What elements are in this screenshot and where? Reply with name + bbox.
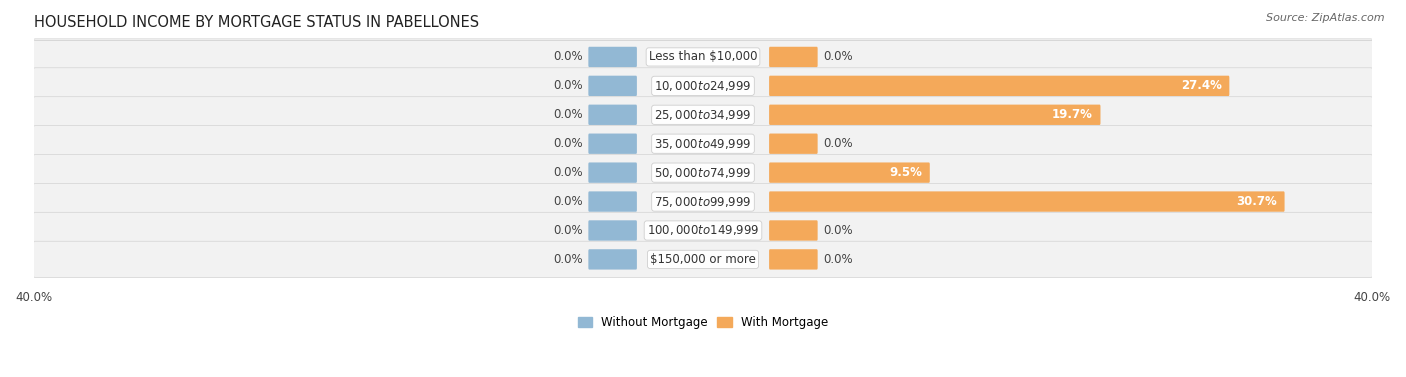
Text: $150,000 or more: $150,000 or more: [650, 253, 756, 266]
FancyBboxPatch shape: [769, 162, 929, 183]
FancyBboxPatch shape: [32, 126, 1374, 162]
Text: 0.0%: 0.0%: [553, 195, 582, 208]
FancyBboxPatch shape: [32, 39, 1374, 75]
Text: 0.0%: 0.0%: [824, 224, 853, 237]
Text: 0.0%: 0.0%: [553, 137, 582, 150]
Text: $35,000 to $49,999: $35,000 to $49,999: [654, 137, 752, 151]
Text: 0.0%: 0.0%: [824, 51, 853, 63]
Legend: Without Mortgage, With Mortgage: Without Mortgage, With Mortgage: [574, 311, 832, 334]
FancyBboxPatch shape: [588, 76, 637, 96]
FancyBboxPatch shape: [588, 133, 637, 154]
FancyBboxPatch shape: [769, 104, 1101, 125]
Text: $25,000 to $34,999: $25,000 to $34,999: [654, 108, 752, 122]
Text: 27.4%: 27.4%: [1181, 79, 1222, 92]
Text: 0.0%: 0.0%: [553, 253, 582, 266]
Text: 0.0%: 0.0%: [553, 166, 582, 179]
Text: 0.0%: 0.0%: [553, 51, 582, 63]
FancyBboxPatch shape: [588, 162, 637, 183]
FancyBboxPatch shape: [32, 97, 1374, 133]
FancyBboxPatch shape: [32, 155, 1374, 191]
FancyBboxPatch shape: [32, 241, 1374, 277]
FancyBboxPatch shape: [769, 249, 818, 270]
Text: 19.7%: 19.7%: [1052, 108, 1092, 121]
Text: 0.0%: 0.0%: [553, 79, 582, 92]
Text: 9.5%: 9.5%: [890, 166, 922, 179]
FancyBboxPatch shape: [769, 47, 818, 67]
FancyBboxPatch shape: [32, 184, 1374, 220]
Text: 30.7%: 30.7%: [1236, 195, 1277, 208]
FancyBboxPatch shape: [588, 104, 637, 125]
Text: Source: ZipAtlas.com: Source: ZipAtlas.com: [1267, 13, 1385, 23]
FancyBboxPatch shape: [32, 68, 1374, 104]
Text: $100,000 to $149,999: $100,000 to $149,999: [647, 224, 759, 238]
FancyBboxPatch shape: [588, 220, 637, 241]
FancyBboxPatch shape: [588, 249, 637, 270]
Text: 0.0%: 0.0%: [553, 108, 582, 121]
FancyBboxPatch shape: [769, 220, 818, 241]
Text: $75,000 to $99,999: $75,000 to $99,999: [654, 195, 752, 208]
FancyBboxPatch shape: [769, 76, 1229, 96]
FancyBboxPatch shape: [588, 192, 637, 212]
Text: HOUSEHOLD INCOME BY MORTGAGE STATUS IN PABELLONES: HOUSEHOLD INCOME BY MORTGAGE STATUS IN P…: [34, 15, 478, 30]
Text: Less than $10,000: Less than $10,000: [648, 51, 758, 63]
Text: 0.0%: 0.0%: [824, 137, 853, 150]
FancyBboxPatch shape: [588, 47, 637, 67]
FancyBboxPatch shape: [32, 212, 1374, 248]
Text: $10,000 to $24,999: $10,000 to $24,999: [654, 79, 752, 93]
Text: 0.0%: 0.0%: [553, 224, 582, 237]
Text: 0.0%: 0.0%: [824, 253, 853, 266]
FancyBboxPatch shape: [769, 133, 818, 154]
FancyBboxPatch shape: [769, 192, 1285, 212]
Text: $50,000 to $74,999: $50,000 to $74,999: [654, 166, 752, 179]
